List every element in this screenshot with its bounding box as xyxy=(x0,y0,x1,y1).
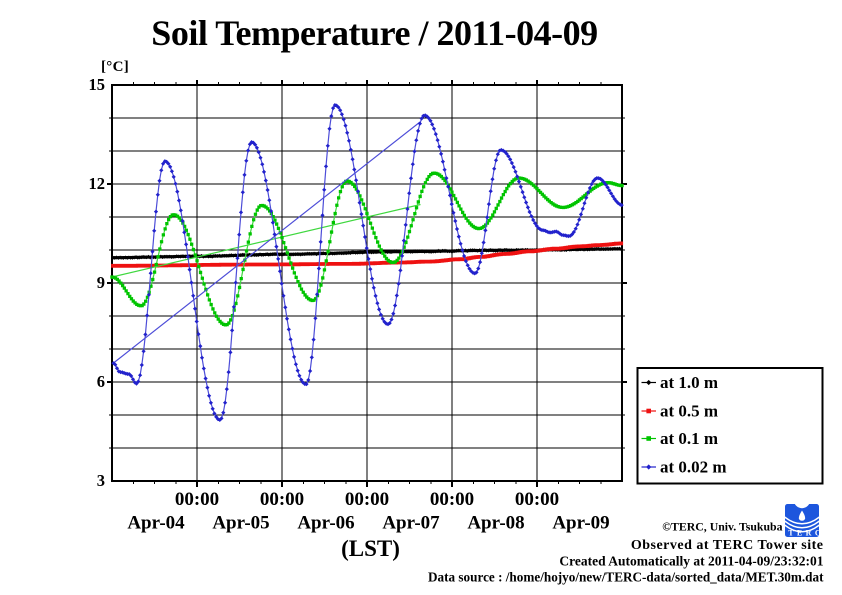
svg-text:Apr-07: Apr-07 xyxy=(382,513,440,534)
svg-text:at 0.1 m: at 0.1 m xyxy=(660,429,718,448)
svg-text:©TERC, Univ. Tsukuba: ©TERC, Univ. Tsukuba xyxy=(662,520,782,534)
svg-text:15: 15 xyxy=(89,75,106,94)
svg-text:00:00: 00:00 xyxy=(430,489,474,510)
svg-text:at 0.5 m: at 0.5 m xyxy=(660,401,718,420)
svg-text:Apr-06: Apr-06 xyxy=(297,513,354,534)
svg-text:at 0.02 m: at 0.02 m xyxy=(660,457,727,476)
svg-text:12: 12 xyxy=(89,174,106,193)
svg-text:9: 9 xyxy=(97,273,105,292)
svg-text:Data source : /home/hojyo/new/: Data source : /home/hojyo/new/TERC-data/… xyxy=(428,570,824,585)
svg-text:6: 6 xyxy=(97,372,105,391)
svg-text:00:00: 00:00 xyxy=(175,489,219,510)
svg-text:(LST): (LST) xyxy=(341,536,400,561)
svg-text:Soil Temperature / 2011-04-09: Soil Temperature / 2011-04-09 xyxy=(151,13,597,53)
svg-text:Apr-08: Apr-08 xyxy=(467,513,524,534)
svg-text:00:00: 00:00 xyxy=(515,489,559,510)
svg-text:[°C]: [°C] xyxy=(101,59,129,75)
svg-text:Apr-05: Apr-05 xyxy=(212,513,269,534)
svg-text:3: 3 xyxy=(97,471,105,490)
svg-text:Observed at TERC Tower site: Observed at TERC Tower site xyxy=(631,538,824,553)
svg-text:TERC: TERC xyxy=(788,529,824,538)
svg-text:at 1.0 m: at 1.0 m xyxy=(660,373,718,392)
svg-text:Created Automatically at 2011-: Created Automatically at 2011-04-09/23:3… xyxy=(559,554,823,569)
svg-text:00:00: 00:00 xyxy=(260,489,304,510)
svg-text:Apr-09: Apr-09 xyxy=(552,513,609,534)
svg-text:Apr-04: Apr-04 xyxy=(127,513,185,534)
svg-text:00:00: 00:00 xyxy=(345,489,389,510)
